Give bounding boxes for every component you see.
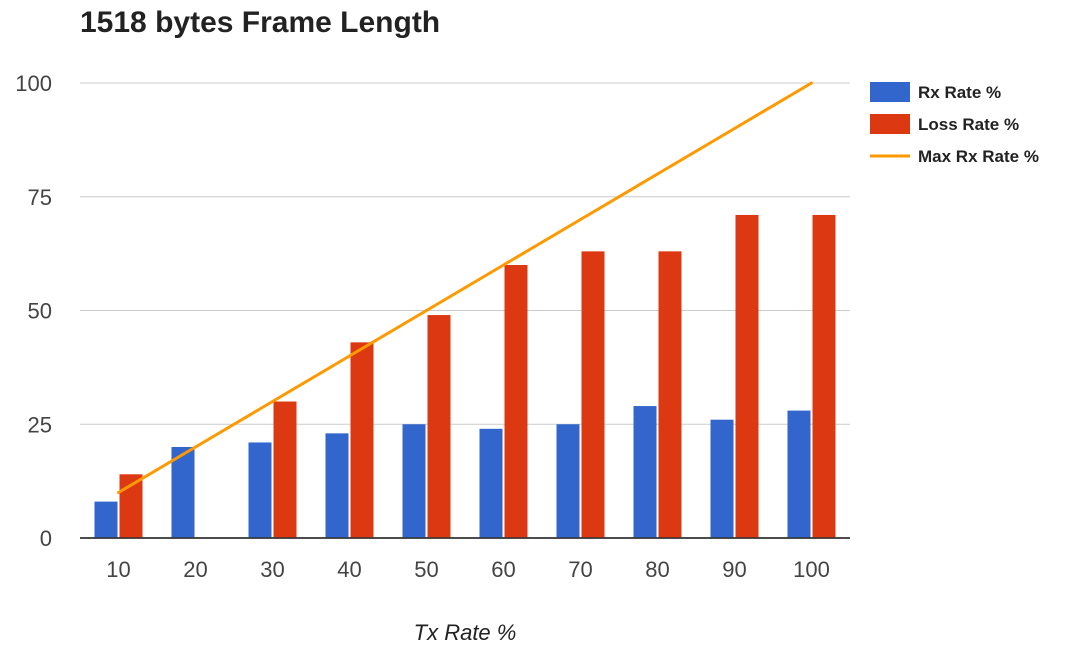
bar-loss-rate--90 [735,214,759,538]
legend-swatch-rx-rate- [870,82,910,102]
x-tick-label-90: 90 [722,557,746,582]
y-tick-label-0: 0 [40,526,52,551]
bar-rx-rate--50 [402,424,426,538]
bar-loss-rate--70 [581,251,605,538]
bar-rx-rate--10 [94,501,118,538]
x-tick-label-20: 20 [183,557,207,582]
bar-rx-rate--100 [787,410,811,538]
bar-loss-rate--60 [504,265,528,538]
x-tick-label-10: 10 [106,557,130,582]
bar-rx-rate--80 [633,406,657,538]
x-tick-label-70: 70 [568,557,592,582]
bar-loss-rate--40 [350,342,374,538]
y-tick-label-100: 100 [15,71,52,96]
y-tick-label-50: 50 [28,299,52,324]
bar-rx-rate--60 [479,428,503,538]
x-tick-label-80: 80 [645,557,669,582]
x-tick-label-40: 40 [337,557,361,582]
bar-rx-rate--20 [171,447,195,538]
bar-rx-rate--70 [556,424,580,538]
legend-label-rx-rate-: Rx Rate % [918,83,1001,102]
series-line-max-rx-rate- [117,81,813,494]
bar-rx-rate--30 [248,442,272,538]
x-axis-title: Tx Rate % [414,620,517,645]
bar-loss-rate--30 [273,401,297,538]
bar-rx-rate--40 [325,433,349,538]
bar-loss-rate--100 [812,214,836,538]
x-tick-label-30: 30 [260,557,284,582]
bar-loss-rate--80 [658,251,682,538]
x-tick-label-60: 60 [491,557,515,582]
y-tick-label-25: 25 [28,412,52,437]
chart-title: 1518 bytes Frame Length [80,6,441,39]
x-tick-label-100: 100 [793,557,830,582]
legend-swatch-loss-rate- [870,114,910,134]
legend-label-loss-rate-: Loss Rate % [918,115,1019,134]
x-tick-label-50: 50 [414,557,438,582]
bar-rx-rate--90 [710,419,734,538]
y-tick-label-75: 75 [28,185,52,210]
legend-label-max-rx-rate-: Max Rx Rate % [918,147,1039,166]
bar-loss-rate--50 [427,315,451,538]
